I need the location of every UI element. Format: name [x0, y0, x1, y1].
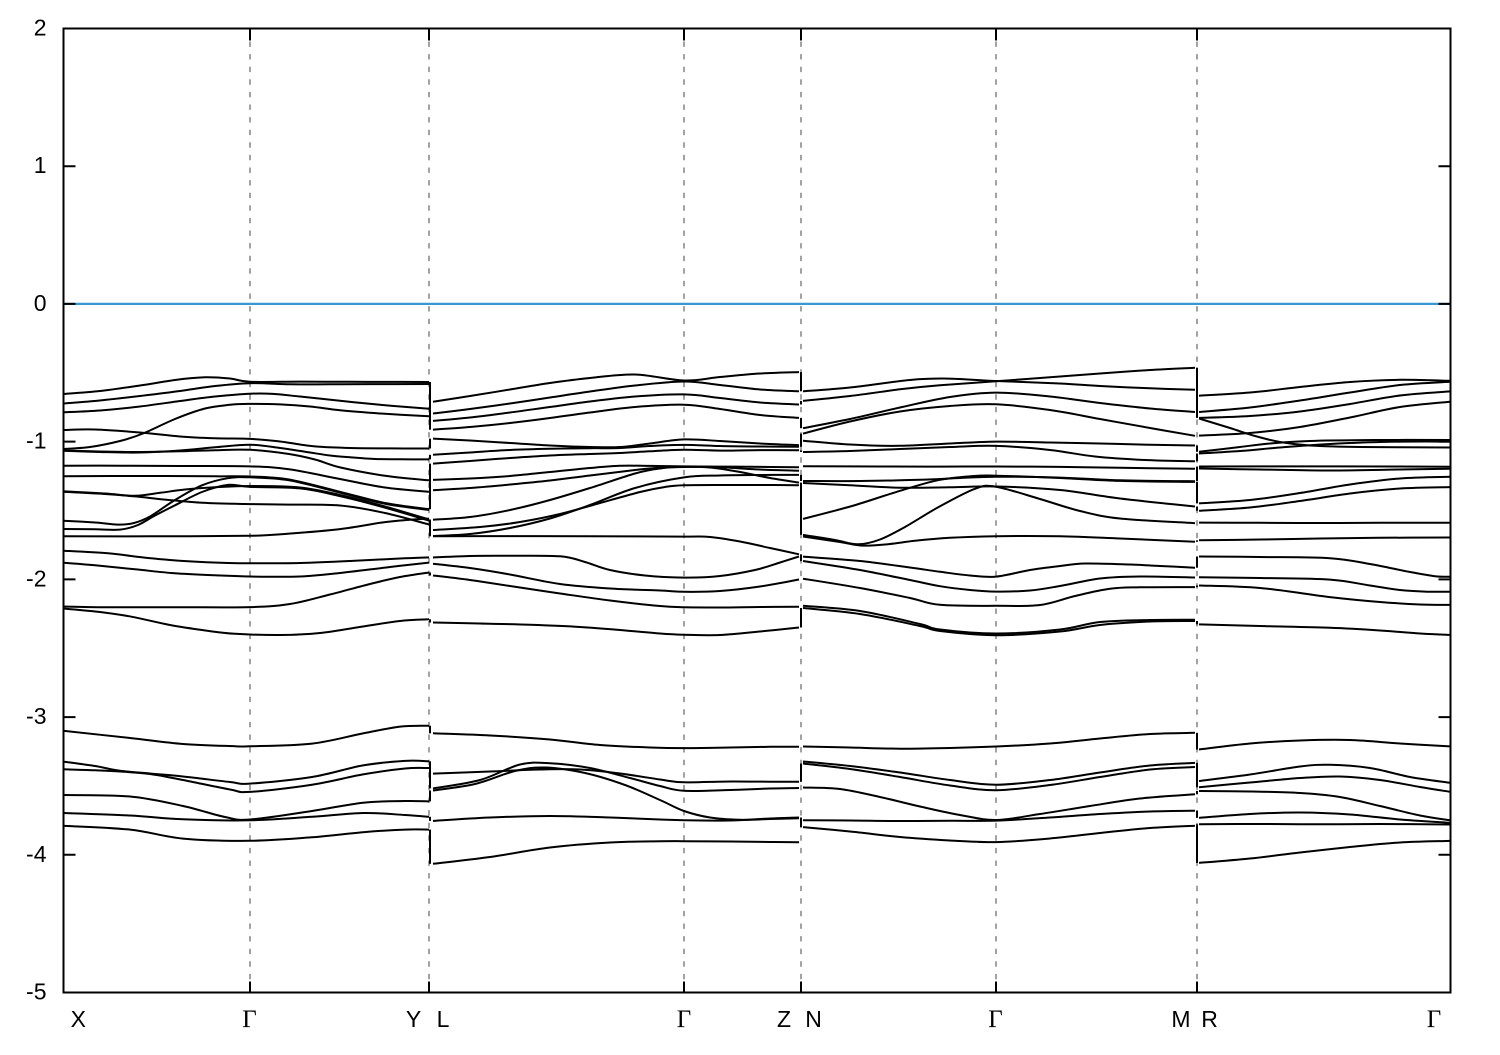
svg-text:M: M [1171, 1006, 1190, 1032]
svg-text:-2: -2 [26, 565, 46, 591]
svg-text:N: N [805, 1006, 822, 1032]
svg-text:2: 2 [34, 15, 47, 41]
svg-text:Γ: Γ [677, 1006, 691, 1033]
svg-text:Y: Y [406, 1006, 421, 1032]
svg-text:Γ: Γ [242, 1006, 256, 1033]
svg-text:-5: -5 [26, 979, 46, 1005]
svg-text:R: R [1201, 1006, 1218, 1032]
svg-text:-1: -1 [26, 428, 46, 454]
svg-text:Z: Z [777, 1006, 791, 1032]
svg-text:-4: -4 [26, 841, 47, 867]
svg-text:L: L [437, 1006, 450, 1032]
svg-text:0: 0 [34, 290, 47, 316]
svg-text:Γ: Γ [988, 1006, 1002, 1033]
svg-text:X: X [71, 1006, 86, 1032]
svg-text:-3: -3 [26, 703, 46, 729]
svg-text:1: 1 [34, 152, 47, 178]
svg-text:Γ: Γ [1427, 1006, 1441, 1033]
